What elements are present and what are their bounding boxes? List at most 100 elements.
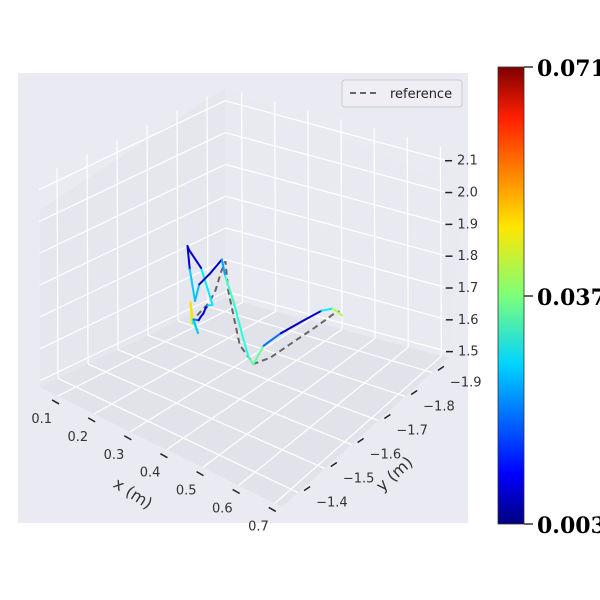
z-tick-label: 1.8 <box>458 249 479 264</box>
floor-grid-line <box>129 319 310 433</box>
floor-grid-line <box>177 320 406 398</box>
y-tick-mark <box>303 485 311 492</box>
z-tick-label: 2.0 <box>457 186 478 201</box>
back-right-grid-line <box>373 128 376 339</box>
back-right-grid-line <box>406 137 409 348</box>
estimate-segment <box>200 266 214 306</box>
estimate-segment <box>187 248 203 269</box>
estimate-segment <box>194 283 201 302</box>
x-tick-label: 0.4 <box>140 466 161 481</box>
floor-grid-line <box>274 355 442 504</box>
x-tick-label: 0.6 <box>212 502 233 517</box>
y-tick-label: −1.4 <box>316 496 348 511</box>
back-right-grid-line <box>340 119 343 330</box>
x-tick-mark <box>51 399 60 405</box>
x-tick-label: 0.7 <box>248 519 269 534</box>
y-tick-mark <box>383 413 391 420</box>
reference-path <box>190 260 340 366</box>
y-tick-label: −1.7 <box>396 423 428 438</box>
x-tick-label: 0.1 <box>31 412 52 427</box>
back-right-grid-line <box>225 163 448 225</box>
back-right-grid-line <box>307 110 310 321</box>
back-left-grid-line <box>39 227 226 318</box>
floor-pane <box>40 298 448 507</box>
colorbar-label-max: 0.071 <box>537 56 600 82</box>
colorbar-label-min: 0.003 <box>537 513 600 539</box>
x-tick-mark <box>87 417 96 423</box>
estimate-segment <box>279 319 306 335</box>
grid-lines <box>38 92 449 504</box>
back-right-grid-line <box>225 227 448 289</box>
estimate-segment <box>189 301 194 321</box>
estimate-segment <box>224 274 236 306</box>
floor-grid-line <box>166 328 343 451</box>
x-tick-label: 0.2 <box>67 430 88 445</box>
x-tick-label: 0.5 <box>176 484 197 499</box>
x-tick-mark <box>232 488 241 495</box>
estimate-segment <box>188 268 196 302</box>
estimate-segment <box>198 272 211 286</box>
y-tick-mark <box>410 389 418 396</box>
z-tick-label: 1.7 <box>458 281 479 296</box>
y-tick-mark <box>330 461 338 468</box>
back-left-grid-line <box>56 168 59 379</box>
estimate-segment <box>209 258 223 275</box>
back-left-grid-line <box>39 291 227 382</box>
floor-grid-line <box>202 337 376 469</box>
estimate-segment <box>320 307 334 312</box>
estimate-segment <box>186 245 191 271</box>
estimate-segment <box>192 318 199 334</box>
x-tick-mark <box>160 453 168 459</box>
z-tick-label: 1.9 <box>457 217 478 232</box>
back-left-grid-line <box>38 100 226 191</box>
axis-ticks: 0.1 0.2 0.3 0.4 0.5 0.6 0.7 −1.4 −1.5 −1.6 −1.7 −1.… <box>31 154 481 535</box>
estimate-segment <box>202 307 207 315</box>
back-right-grid-line <box>439 146 442 357</box>
estimate-segment <box>248 357 255 365</box>
legend-entry-reference: reference <box>390 87 452 102</box>
floor-grid-line <box>238 346 409 486</box>
y-tick-mark <box>437 365 445 372</box>
y-tick-label: −1.5 <box>343 472 375 487</box>
x-tick-mark <box>123 435 132 441</box>
back-right-grid-line <box>240 92 244 303</box>
back-left-grid-line <box>176 110 179 321</box>
colorbar: 0.071 0.037 0.003 <box>497 56 600 539</box>
estimate-segment <box>220 258 227 277</box>
back-left-grid-line <box>116 139 119 350</box>
back-right-grid-line <box>225 259 448 321</box>
estimated-trajectory <box>186 245 344 365</box>
reference-trajectory <box>190 260 340 366</box>
floor-grid-line <box>87 363 326 470</box>
back-right-grid-line <box>225 131 448 194</box>
back-left-grid-line <box>39 195 226 286</box>
floor-grid-line <box>57 301 243 397</box>
back-right-grid-line <box>225 195 448 257</box>
back-right-pane <box>225 88 465 358</box>
estimate-segment <box>252 344 265 365</box>
legend: reference <box>341 79 463 108</box>
estimate-segment <box>240 332 250 360</box>
y-tick-mark <box>357 437 365 444</box>
estimate-segment <box>233 303 243 335</box>
colorbar-label-mid: 0.037 <box>537 285 600 311</box>
z-tick-label: 1.5 <box>458 345 479 360</box>
x-tick-mark <box>268 506 277 513</box>
z-tick-label: 1.6 <box>458 313 479 328</box>
estimate-segment <box>331 307 344 317</box>
back-right-grid-line <box>225 291 449 353</box>
estimate-segment <box>262 332 282 347</box>
estimate-segment <box>303 309 323 321</box>
back-left-grid-line <box>38 132 226 223</box>
back-left-grid-line <box>146 125 149 336</box>
back-left-grid-line <box>206 96 209 307</box>
back-left-grid-line <box>86 154 89 365</box>
x-tick-mark <box>196 470 204 477</box>
z-tick-label: 2.1 <box>457 154 478 169</box>
back-left-grid-line <box>39 259 227 350</box>
floor-grid-line <box>117 349 352 446</box>
back-right-grid-line <box>274 101 277 312</box>
back-left-pane <box>40 88 226 387</box>
y-tick-label: −1.8 <box>423 399 455 414</box>
